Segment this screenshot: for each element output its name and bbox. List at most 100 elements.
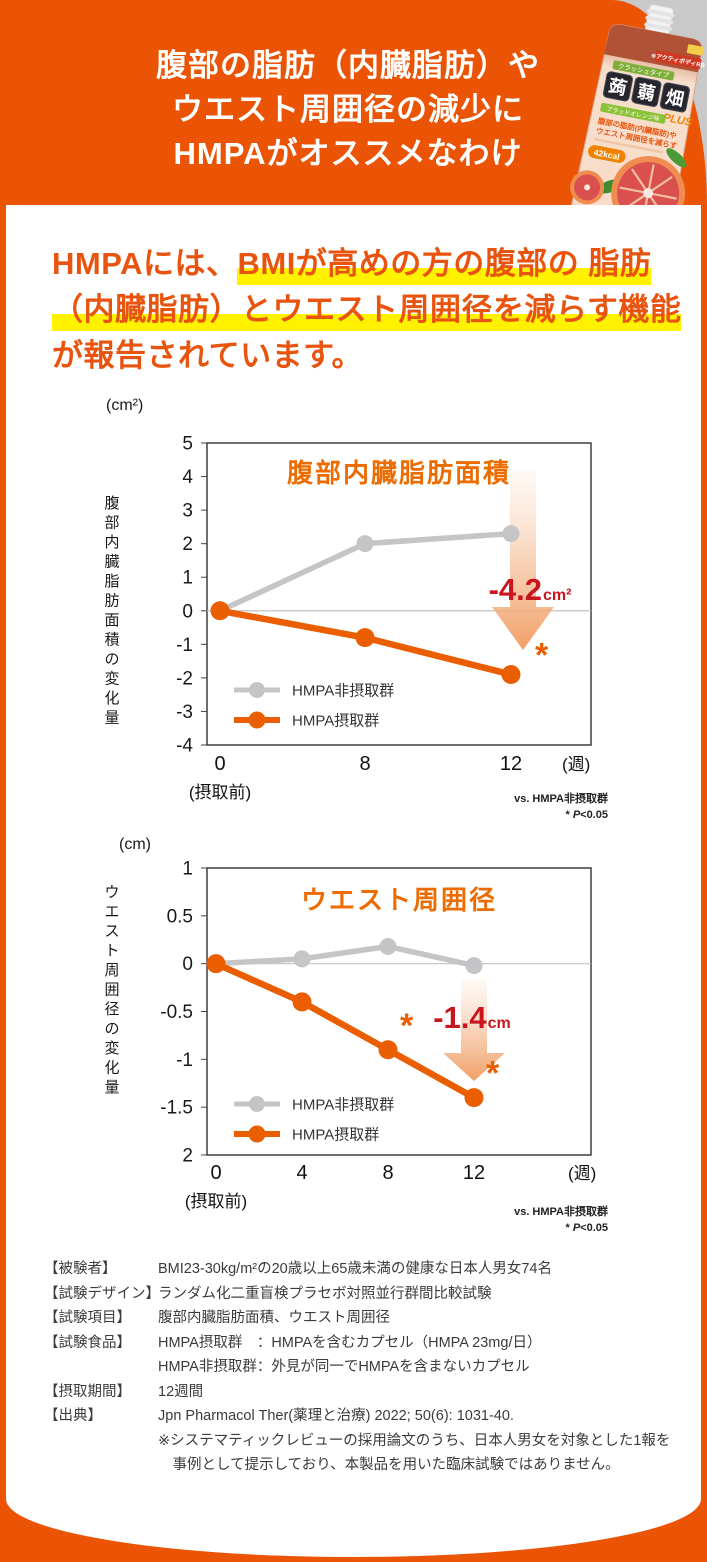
legend-label: HMPA非摂取群 bbox=[292, 683, 394, 700]
x-tick-label: 12 bbox=[463, 1162, 485, 1184]
x-tick-label: 0 bbox=[210, 1162, 221, 1184]
y-axis-title-char: ス bbox=[104, 923, 119, 940]
footnote-vs: vs. HMPA非摂取群 bbox=[514, 1204, 608, 1218]
headline-text: が報告されています。 bbox=[52, 338, 363, 373]
x-tick-label: 12 bbox=[500, 753, 522, 775]
y-axis-title-char: 量 bbox=[104, 710, 119, 727]
footnote-pvalue: * P<0.05 bbox=[565, 809, 608, 821]
y-axis-title-char: エ bbox=[104, 904, 119, 921]
study-note-value: Jpn Pharmacol Ther(薬理と治療) 2022; 50(6): 1… bbox=[158, 1408, 671, 1473]
y-tick-label: -3 bbox=[176, 702, 193, 723]
y-axis-title-char: 周 bbox=[104, 962, 119, 979]
y-axis-title-char: 内 bbox=[104, 534, 119, 551]
y-axis-title-char: 積 bbox=[104, 632, 119, 649]
study-note-row: 【試験食品】 HMPA摂取群 ：HMPAを含むカプセル（HMPA 23mg/日） H… bbox=[44, 1331, 684, 1380]
data-point-gray bbox=[293, 950, 311, 968]
y-axis-title-char: 脂 bbox=[104, 573, 119, 590]
y-axis-title-char: の bbox=[104, 1021, 119, 1038]
footnote-pvalue: * P<0.05 bbox=[565, 1222, 608, 1234]
change-annotation: -4.2cm² bbox=[489, 572, 572, 607]
study-note-row: 【試験項目】 腹部内臓脂肪面積、ウエスト周囲径 bbox=[44, 1306, 684, 1331]
y-tick-label: 1 bbox=[182, 859, 193, 880]
y-tick-label: -0.5 bbox=[160, 1002, 193, 1023]
y-tick-label: 0 bbox=[182, 954, 193, 975]
data-point-gray bbox=[465, 957, 483, 975]
y-tick-label: 0 bbox=[182, 601, 193, 622]
data-point-gray bbox=[356, 535, 374, 553]
chart-title: ウエスト周囲径 bbox=[301, 885, 497, 915]
y-tick-label: 2 bbox=[182, 1146, 193, 1167]
study-note-row: 【出典】 Jpn Pharmacol Ther(薬理と治療) 2022; 50(6… bbox=[44, 1404, 684, 1478]
y-tick-label: 4 bbox=[182, 467, 193, 488]
y-tick-label: 2 bbox=[182, 534, 193, 555]
x-baseline-note: (摂取前) bbox=[189, 783, 251, 802]
study-note-row: 【摂取期間】 12週間 bbox=[44, 1380, 684, 1405]
x-tick-label: 8 bbox=[382, 1162, 393, 1184]
x-axis-unit: (週) bbox=[562, 755, 590, 774]
study-note-label: 【試験食品】 bbox=[44, 1334, 131, 1351]
significance-asterisk: * bbox=[400, 1007, 414, 1045]
y-axis-title-char: の bbox=[104, 651, 119, 668]
legend-label: HMPA非摂取群 bbox=[292, 1097, 394, 1114]
x-tick-label: 4 bbox=[296, 1162, 307, 1184]
y-axis-title-char: ト bbox=[104, 943, 119, 960]
product-brand-char: 畑 bbox=[664, 87, 685, 110]
y-axis-title-char: 部 bbox=[104, 515, 119, 532]
study-note-value: ランダム化二重盲検プラセボ対照並行群間比較試験 bbox=[158, 1285, 492, 1302]
y-axis-title-char: 化 bbox=[104, 690, 119, 707]
y-tick-label: 0.5 bbox=[167, 906, 193, 927]
product-brand-char: 蒟 bbox=[607, 75, 629, 99]
page-title: 腹部の脂肪（内臓脂肪）や ウエスト周囲径の減少に HMPAがオススメなわけ bbox=[28, 44, 668, 176]
decrease-arrow bbox=[443, 979, 505, 1081]
headline-line-2: （内臓脂肪）とウエスト周囲径を減らす機能 bbox=[52, 287, 700, 333]
study-note-label: 【被験者】 bbox=[44, 1261, 117, 1277]
legend-swatch bbox=[248, 1125, 266, 1143]
product-brand-char: 蒻 bbox=[635, 81, 656, 104]
y-axis-title-char: 径 bbox=[104, 1001, 119, 1018]
study-note-value: 12週間 bbox=[158, 1383, 204, 1400]
y-axis-title-char: ウ bbox=[104, 884, 119, 901]
y-axis-title-char: 変 bbox=[104, 671, 119, 688]
legend-swatch bbox=[249, 1096, 265, 1112]
decrease-arrow bbox=[492, 470, 554, 650]
product-plus: PLUS bbox=[662, 112, 694, 130]
data-point-orange bbox=[378, 1040, 398, 1060]
study-notes: 【被験者】 BMI23-30kg/m²の20歳以上65歳未満の健康な日本人男女74… bbox=[44, 1257, 684, 1478]
data-point-orange bbox=[206, 954, 226, 974]
study-note-label: 【試験デザイン】 bbox=[44, 1285, 160, 1302]
y-axis-title-char: 面 bbox=[104, 612, 119, 629]
page-title-line-2: ウエスト周囲径の減少に bbox=[172, 92, 524, 127]
headline-line-3: が報告されています。 bbox=[52, 333, 700, 379]
y-axis-unit: (cm²) bbox=[106, 397, 143, 414]
significance-asterisk: * bbox=[535, 637, 549, 675]
legend-label: HMPA摂取群 bbox=[292, 713, 379, 730]
headline: HMPAには、BMIが高めの方の腹部の 脂肪 （内臓脂肪）とウエスト周囲径を減らす… bbox=[52, 241, 700, 379]
y-tick-label: -1 bbox=[176, 635, 193, 656]
y-axis-unit: (cm) bbox=[119, 836, 151, 853]
study-note-value: 腹部内臓脂肪面積、ウエスト周囲径 bbox=[158, 1310, 390, 1326]
data-point-gray bbox=[379, 937, 397, 955]
series-line-orange bbox=[214, 960, 476, 1101]
x-axis-unit: (週) bbox=[568, 1164, 596, 1183]
study-note-row: 【被験者】 BMI23-30kg/m²の20歳以上65歳未満の健康な日本人男女74… bbox=[44, 1257, 684, 1282]
y-tick-label: 5 bbox=[182, 434, 193, 455]
page-title-line-1: 腹部の脂肪（内臓脂肪）や bbox=[156, 48, 540, 83]
change-annotation: -1.4cm bbox=[433, 1000, 511, 1035]
data-point-orange bbox=[292, 992, 312, 1012]
plot-area bbox=[206, 442, 592, 746]
y-tick-label: 1 bbox=[182, 568, 193, 589]
headline-line-1: HMPAには、BMIが高めの方の腹部の 脂肪 bbox=[52, 241, 700, 287]
legend-swatch bbox=[248, 711, 266, 729]
y-axis-title-char: 肪 bbox=[104, 593, 119, 610]
significance-asterisk: * bbox=[486, 1055, 500, 1093]
headline-highlighted-text: （内臓脂肪）とウエスト周囲径を減らす機能 bbox=[52, 292, 682, 331]
y-axis-title-char: 囲 bbox=[104, 982, 119, 999]
headline-text: HMPAには、 bbox=[52, 246, 238, 281]
y-axis-title-char: 臓 bbox=[104, 554, 119, 571]
y-axis-title-char: 変 bbox=[104, 1040, 119, 1057]
series-line-gray bbox=[215, 943, 475, 969]
footnote-vs: vs. HMPA非摂取群 bbox=[514, 791, 608, 805]
